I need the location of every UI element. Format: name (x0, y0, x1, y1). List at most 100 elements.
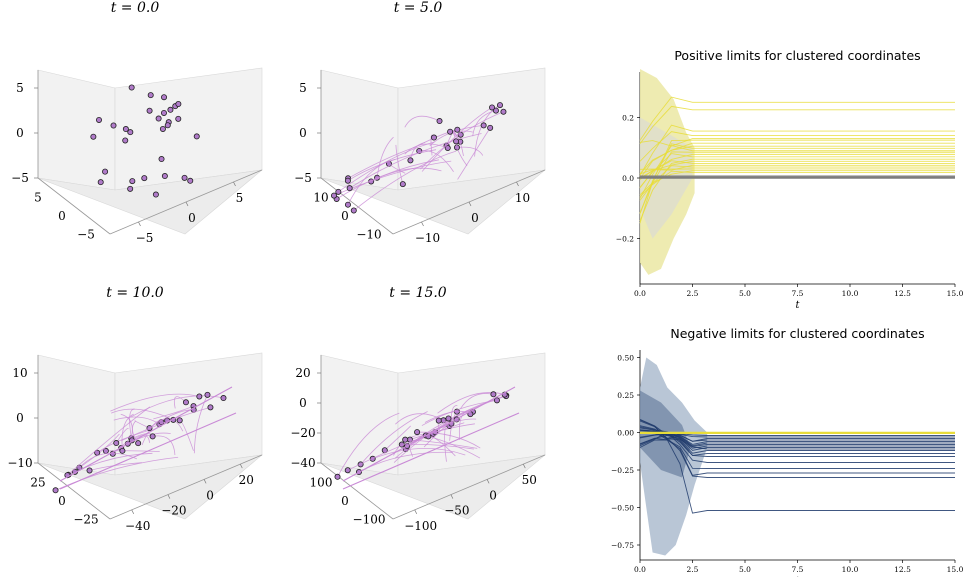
x-tick-label: 0 (471, 211, 479, 225)
data-point (175, 115, 182, 122)
x-tick-label: 10 (515, 191, 530, 205)
data-point (127, 185, 134, 192)
y-tick-label: 25 (30, 475, 45, 489)
trajectory-path (370, 167, 442, 182)
trajectory-path (404, 115, 440, 128)
y-tick-label: 0 (341, 209, 349, 223)
data-point (490, 391, 497, 398)
x-tick (522, 463, 526, 469)
trajectory-path (472, 110, 497, 137)
limit-line-navy (639, 431, 955, 447)
x-tick (203, 479, 207, 484)
data-point (182, 399, 189, 406)
data-point (193, 133, 200, 140)
data-point (122, 126, 129, 133)
panel-3d-0: t = 0.0 5 0 −5 5 0 −5 −5 0 5 (11, 0, 263, 245)
z-tick-label: 20 (295, 366, 310, 380)
trajectory-path (460, 393, 494, 410)
limit-line-yellow (639, 96, 955, 141)
data-point (155, 115, 162, 122)
x-tick (233, 181, 236, 187)
x-tick-label: 0 (206, 488, 214, 502)
trajectory-path (79, 452, 138, 468)
line-chart-title: Negative limits for clustered coordinate… (670, 326, 924, 341)
data-point (159, 125, 166, 132)
y-tick-label: −0.75 (611, 541, 634, 550)
data-point (97, 179, 104, 186)
data-point (402, 436, 409, 443)
z-tick-label: 0 (299, 396, 307, 410)
data-point (430, 134, 437, 141)
back-pane-right (114, 67, 263, 191)
trajectory-path (115, 427, 129, 444)
data-point (167, 106, 174, 113)
data-point (444, 144, 451, 151)
y-axis-line (37, 177, 111, 235)
y-tick-label: −0.2 (616, 235, 634, 244)
trajectory-path (105, 450, 160, 452)
y-tick-label: −100 (353, 513, 386, 527)
x-axis-line (392, 454, 546, 520)
x-tick (239, 463, 243, 469)
data-point (330, 192, 337, 199)
data-point (113, 440, 120, 447)
y-tick-label: 0.25 (617, 391, 634, 400)
data-point (447, 128, 454, 135)
x-tick-label: 10.0 (842, 289, 859, 298)
x-tick (486, 479, 490, 484)
x-tick-label: 0 (188, 211, 196, 225)
data-point (334, 473, 341, 480)
x-tick-label: 20 (239, 473, 254, 487)
y-tick-label: 10 (313, 190, 328, 204)
limit-line-navy (639, 431, 955, 456)
x-tick-label: −40 (125, 519, 150, 533)
trajectory-path (456, 146, 484, 156)
data-point (487, 124, 494, 131)
data-point (95, 116, 102, 123)
data-point (207, 404, 214, 411)
data-point (453, 138, 460, 145)
data-point (158, 156, 165, 163)
y-tick-label: 0 (341, 494, 349, 508)
data-point (346, 185, 353, 192)
data-point (175, 100, 182, 107)
data-point (350, 207, 357, 214)
x-tick-label: 5.0 (739, 565, 751, 574)
limit-line-yellow (639, 143, 955, 214)
limit-line-yellow (639, 160, 955, 179)
x-tick-label: −50 (444, 504, 469, 518)
limit-line-yellow (639, 165, 955, 201)
limit-line-yellow (639, 151, 955, 214)
y-tick-label: −25 (73, 513, 98, 527)
y-tick-label: −0.50 (611, 504, 634, 513)
data-point (445, 415, 452, 422)
x-tick (414, 509, 418, 515)
panel-title: t = 0.0 (111, 0, 160, 16)
data-point (335, 188, 342, 195)
x-tick-label: 5 (236, 191, 244, 205)
y-tick-label: 5 (34, 190, 42, 204)
x-tick-label: 5.0 (739, 289, 751, 298)
line-chart-title: Positive limits for clustered coordinate… (674, 48, 920, 63)
y-axis-line (320, 177, 394, 235)
x-tick-label: 0.0 (634, 289, 646, 298)
x-tick-label: 0 (489, 488, 497, 502)
data-point (128, 84, 135, 91)
data-point (489, 104, 496, 111)
x-tick (185, 201, 189, 207)
data-point (496, 102, 503, 109)
z-tick-label: −10 (7, 456, 32, 470)
trajectory-path (417, 431, 481, 449)
cluster-line-1 (342, 386, 516, 482)
y-tick-label: −0.25 (611, 466, 634, 475)
limit-line-yellow (639, 139, 955, 224)
data-point (122, 137, 129, 144)
panel-3d-3: t = 15.0 20 0 −20 −40 100 0 −100 −100 −50 0 50 (290, 285, 546, 533)
y-tick-label: 0.50 (617, 354, 634, 363)
data-point (161, 94, 168, 101)
limit-line-yellow (639, 131, 955, 162)
trajectory-path (384, 425, 411, 451)
trajectory-path (395, 144, 404, 185)
y-tick-label: 0.2 (622, 113, 634, 122)
